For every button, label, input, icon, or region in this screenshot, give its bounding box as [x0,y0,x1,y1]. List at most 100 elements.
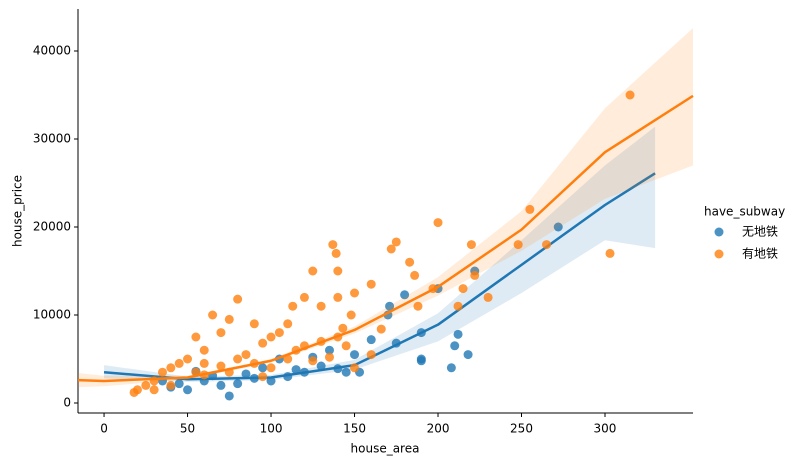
point [416,356,426,366]
point [376,324,386,334]
point [625,90,635,100]
point [350,363,360,373]
point [224,391,234,401]
point [291,365,301,375]
x-tick-label: 200 [427,422,450,436]
legend-label: 无地铁 [742,225,778,239]
point [446,363,456,373]
fit-line [77,94,694,383]
point [413,301,423,311]
point [391,237,401,247]
point [241,350,251,360]
point [466,240,476,250]
point [331,248,341,258]
point [513,240,523,250]
x-tick-label: 150 [343,422,366,436]
point [333,266,343,276]
point [385,301,395,311]
point [341,367,351,377]
point [338,323,348,333]
point [183,354,193,364]
point [453,301,463,311]
point [525,204,535,214]
y-tick-label: 20000 [33,220,71,234]
x-tick-label: 100 [260,422,283,436]
point [166,380,176,390]
point [233,294,243,304]
point [174,379,184,389]
point [553,222,563,232]
y-tick-label: 30000 [33,132,71,146]
point [241,369,251,379]
series-group [103,126,656,401]
point [224,314,234,324]
series-group [77,28,694,397]
point [350,288,360,298]
point [288,301,298,311]
point [410,270,420,280]
x-tick-label: 300 [594,422,617,436]
point [324,345,334,355]
point [458,284,468,294]
x-tick-label: 0 [100,422,108,436]
point [470,270,480,280]
point [328,240,338,250]
point [346,310,356,320]
point [450,341,460,351]
point [157,367,167,377]
point [333,292,343,302]
point [149,385,159,395]
x-axis-label: house_area [351,442,420,456]
point [453,329,463,339]
point [308,356,318,366]
point [233,379,243,389]
point [174,358,184,368]
point [266,332,276,342]
point [405,257,415,267]
point [129,387,139,397]
x-tick-label: 250 [510,422,533,436]
point [191,332,201,342]
point [249,319,259,329]
point [199,358,209,368]
point [350,350,360,360]
legend-marker [714,227,724,237]
y-tick-label: 0 [63,396,71,410]
point [316,361,326,371]
point [183,385,193,395]
point [258,372,268,382]
point [258,338,268,348]
point [258,363,268,373]
point [483,292,493,302]
point [208,310,218,320]
y-tick-label: 10000 [33,308,71,322]
point [400,290,410,300]
point [266,363,276,373]
point [308,266,318,276]
point [341,341,351,351]
point [605,248,615,258]
point [324,352,334,362]
point [141,380,151,390]
point [433,218,443,228]
x-tick-label: 50 [180,422,195,436]
point [274,328,284,338]
legend-label: 有地铁 [742,247,778,261]
legend-marker [714,249,724,259]
point [216,380,226,390]
legend-title: have_subway [704,205,785,219]
y-axis-label: house_price [11,175,25,247]
point [216,328,226,338]
y-tick-label: 40000 [33,44,71,58]
fit-line [103,172,656,381]
point [366,279,376,289]
point [463,350,473,360]
point [386,244,396,254]
point [216,361,226,371]
point [166,363,176,373]
point [283,319,293,329]
confidence-band [104,126,656,382]
point [316,301,326,311]
point [542,240,552,250]
